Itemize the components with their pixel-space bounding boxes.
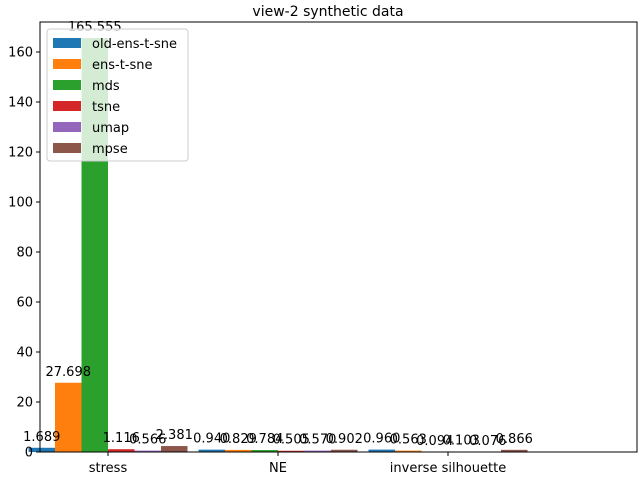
bar: [278, 450, 305, 452]
y-tick-label: 120: [8, 146, 33, 161]
y-tick-label: 140: [8, 96, 33, 111]
bar: [501, 449, 528, 452]
x-tick-label: NE: [269, 461, 287, 476]
y-tick-label: 160: [8, 46, 33, 61]
x-tick-label: inverse silhouette: [390, 461, 506, 476]
legend-swatch: [53, 38, 81, 48]
bar-value-label: 0.829: [220, 432, 257, 447]
legend: old-ens-t-sne ens-t-sne mds tsne umap mpse: [46, 28, 189, 162]
bar: [198, 449, 225, 452]
bar: [251, 450, 278, 452]
bar: [395, 450, 422, 452]
legend-swatch: [53, 122, 81, 132]
bar-value-label: 0.103: [443, 434, 480, 449]
bar: [368, 449, 395, 452]
bar-value-label: 0.570: [299, 433, 336, 448]
bar: [108, 449, 135, 452]
bar-value-label: 1.689: [23, 430, 60, 445]
legend-label: umap: [92, 121, 129, 136]
legend-swatch: [53, 80, 81, 90]
legend-label: tsne: [92, 100, 120, 115]
bar-value-label: 0.563: [390, 433, 427, 448]
legend-label: ens-t-sne: [92, 58, 153, 73]
plot-frame: [39, 21, 638, 453]
y-tick-label: 0: [25, 446, 33, 461]
bar-value-label: 27.698: [46, 365, 92, 380]
x-axis: stress NE inverse silhouette: [89, 452, 506, 476]
y-tick-label: 60: [16, 296, 33, 311]
bar-value-label: 0.784: [246, 432, 283, 447]
bar-value-label: 0.866: [496, 432, 533, 447]
legend-swatch: [53, 59, 81, 69]
legend-swatch: [53, 143, 81, 153]
bar: [134, 450, 161, 452]
bar-value-label: 0.076: [469, 434, 506, 449]
y-tick-label: 80: [16, 246, 33, 261]
legend-box: [46, 28, 189, 162]
y-tick-label: 100: [8, 196, 33, 211]
y-axis: 0 20 40 60 80 100 120 140 160: [8, 46, 40, 461]
bar: [28, 447, 55, 452]
x-tick-label: stress: [89, 461, 128, 476]
bar-value-label: 0.902: [326, 432, 363, 447]
legend-label: mds: [92, 79, 120, 94]
chart-title: view-2 synthetic data: [252, 4, 403, 20]
bar: [55, 382, 82, 452]
legend-label: mpse: [92, 142, 128, 157]
y-tick-label: 20: [16, 396, 33, 411]
bar-value-label: 0.094: [416, 434, 453, 449]
bar-value-label: 0.960: [363, 432, 400, 447]
bar: [161, 446, 188, 452]
bar: [331, 449, 358, 452]
bar-value-label: 0.505: [273, 433, 310, 448]
bar-value-label: 2.381: [156, 428, 193, 443]
bar-value-label: 1.116: [103, 431, 140, 446]
bar-value-label: 0.566: [129, 433, 166, 448]
bar: [304, 450, 331, 452]
bar-value-label: 0.940: [193, 432, 230, 447]
y-tick-label: 40: [16, 346, 33, 361]
bar: [225, 449, 252, 452]
legend-swatch: [53, 101, 81, 111]
legend-label: old-ens-t-sne: [92, 37, 177, 52]
